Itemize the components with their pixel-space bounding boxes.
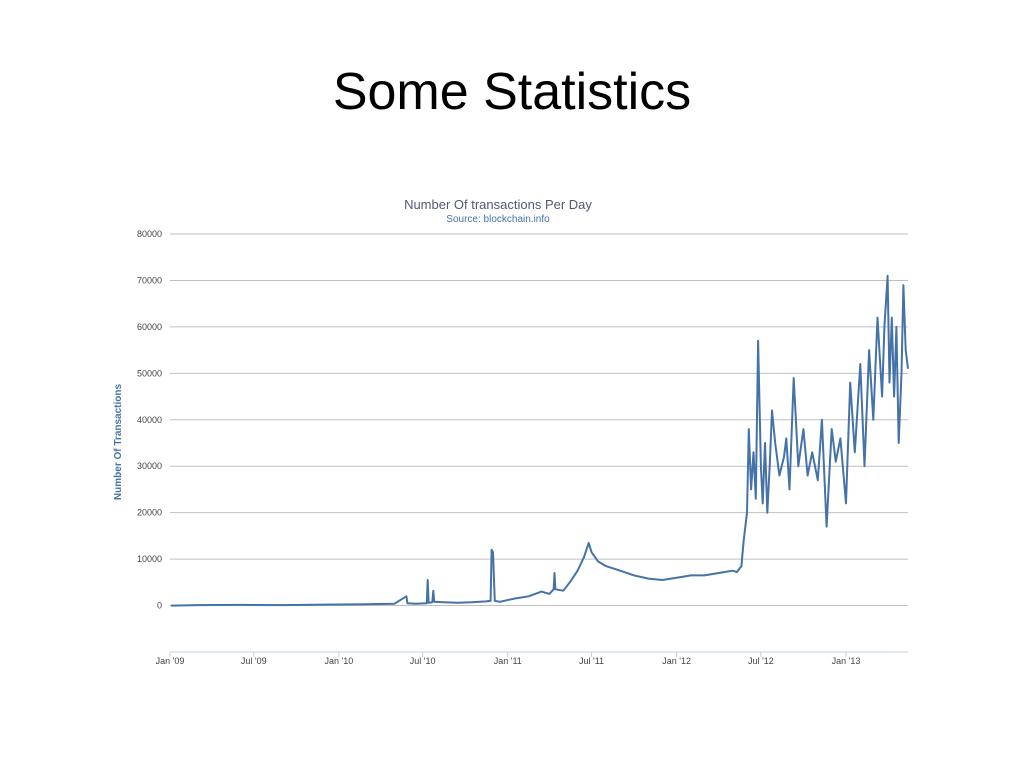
y-tick-label: 0	[157, 601, 162, 611]
x-tick-label: Jan '10	[325, 656, 354, 666]
chart-subtitle: Source: blockchain.info	[446, 214, 550, 225]
x-tick-label: Jan '11	[494, 656, 522, 666]
x-tick-label: Jul '09	[241, 656, 267, 666]
y-tick-labels: 0 10000 20000 30000 40000 50000 60000 70000 8000…	[137, 229, 162, 611]
x-tick-label: Jul '10	[410, 656, 436, 666]
y-tick-label: 40000	[137, 415, 162, 425]
y-tick-label: 80000	[137, 229, 162, 239]
y-tick-label: 50000	[137, 368, 162, 378]
y-tick-label: 20000	[137, 508, 162, 518]
y-tick-label: 60000	[137, 322, 162, 332]
x-tick-label: Jul '11	[579, 656, 604, 666]
y-tick-label: 30000	[137, 461, 162, 471]
x-tick-label: Jul '12	[748, 656, 774, 666]
y-tick-label: 70000	[137, 275, 162, 285]
x-tick-label: Jan '09	[156, 656, 185, 666]
x-tick-labels: Jan '09 Jul '09 Jan '10 Jul '10 Jan '11 Jul '…	[156, 652, 861, 666]
grid-lines	[170, 233, 908, 653]
x-tick-label: Jan '13	[832, 656, 861, 666]
y-axis-title: Number Of Transactions	[113, 383, 124, 500]
chart-title: Number Of transactions Per Day	[404, 197, 592, 212]
x-tick-label: Jan '12	[662, 656, 691, 666]
series-line	[170, 274, 909, 607]
y-tick-label: 10000	[137, 554, 162, 564]
slide-title: Some Statistics	[332, 63, 692, 121]
series-layer	[170, 274, 909, 607]
